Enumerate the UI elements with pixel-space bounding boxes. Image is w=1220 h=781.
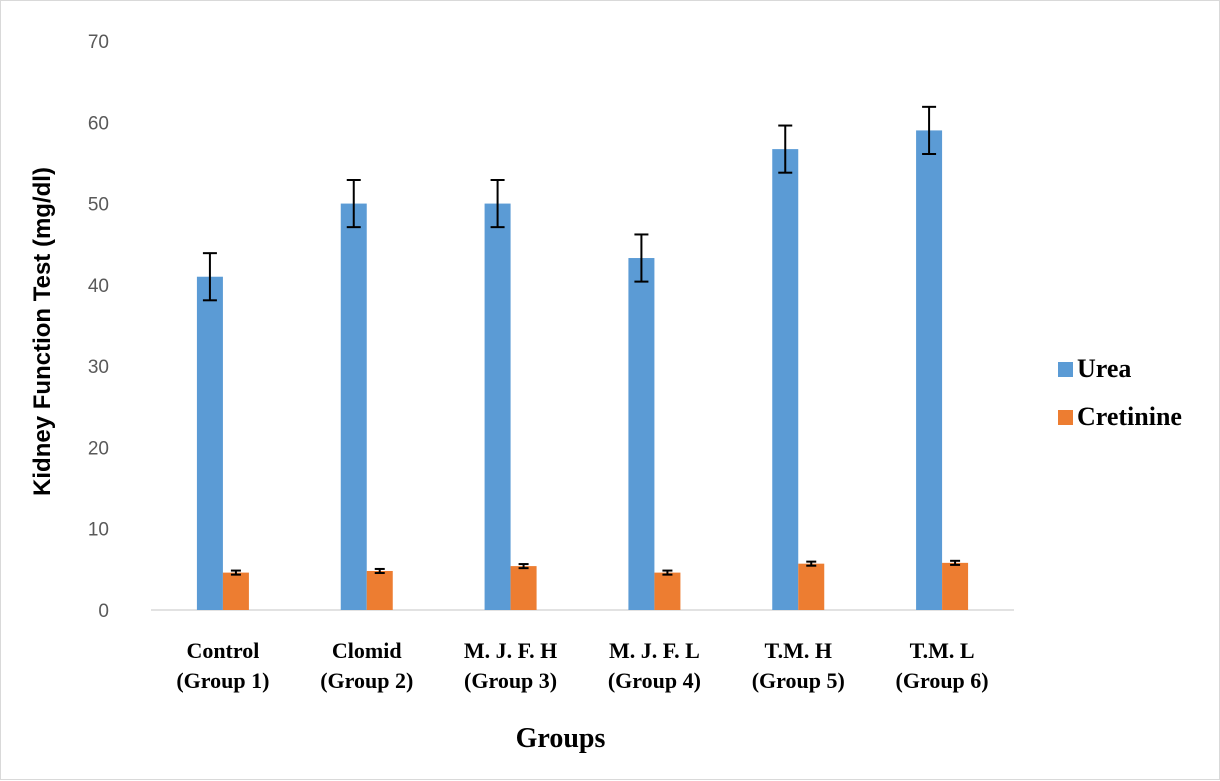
x-tick-label: Control xyxy=(186,638,259,663)
x-tick-label: M. J. F. L xyxy=(609,638,700,663)
y-tick-label: 40 xyxy=(88,276,109,297)
bar-cretinine-5[interactable] xyxy=(798,563,825,610)
legend-label-urea: Urea xyxy=(1077,354,1131,383)
y-tick-label: 10 xyxy=(88,520,109,541)
x-tick-label-group: (Group 1) xyxy=(176,668,269,693)
x-tick-label-group: (Group 5) xyxy=(752,668,845,693)
x-tick-label: M. J. F. H xyxy=(464,638,557,663)
bar-urea-2[interactable] xyxy=(340,203,367,611)
bar-urea-1[interactable] xyxy=(196,276,223,610)
y-axis-title: Kidney Function Test (mg/dl) xyxy=(29,167,56,496)
y-tick-label: 0 xyxy=(98,601,109,622)
y-tick-label: 30 xyxy=(88,357,109,378)
bar-cretinine-2[interactable] xyxy=(366,570,393,610)
x-tick-label: T.M. H xyxy=(765,638,832,663)
bar-urea-4[interactable] xyxy=(628,258,655,610)
x-axis-title: Groups xyxy=(516,723,606,754)
bar-cretinine-4[interactable] xyxy=(654,572,681,610)
y-tick-label: 50 xyxy=(88,195,109,216)
bar-cretinine-3[interactable] xyxy=(510,566,537,610)
x-tick-label: T.M. L xyxy=(910,638,975,663)
bar-cretinine-6[interactable] xyxy=(942,562,969,610)
x-tick-label-group: (Group 4) xyxy=(608,668,701,693)
bar-cretinine-1[interactable] xyxy=(222,572,249,610)
x-tick-label-group: (Group 2) xyxy=(320,668,413,693)
legend-label-cretinine: Cretinine xyxy=(1077,402,1182,431)
bar-urea-5[interactable] xyxy=(772,149,799,611)
legend-swatch-urea xyxy=(1058,362,1073,377)
legend-swatch-cretinine xyxy=(1058,410,1073,425)
bar-urea-6[interactable] xyxy=(916,130,943,610)
x-tick-label: Clomid xyxy=(332,638,402,663)
x-tick-label-group: (Group 3) xyxy=(464,668,557,693)
y-tick-label: 70 xyxy=(88,32,109,53)
y-tick-label: 20 xyxy=(88,438,109,459)
x-tick-label-group: (Group 6) xyxy=(896,668,989,693)
y-tick-label: 60 xyxy=(88,113,109,134)
bar-urea-3[interactable] xyxy=(484,203,511,611)
